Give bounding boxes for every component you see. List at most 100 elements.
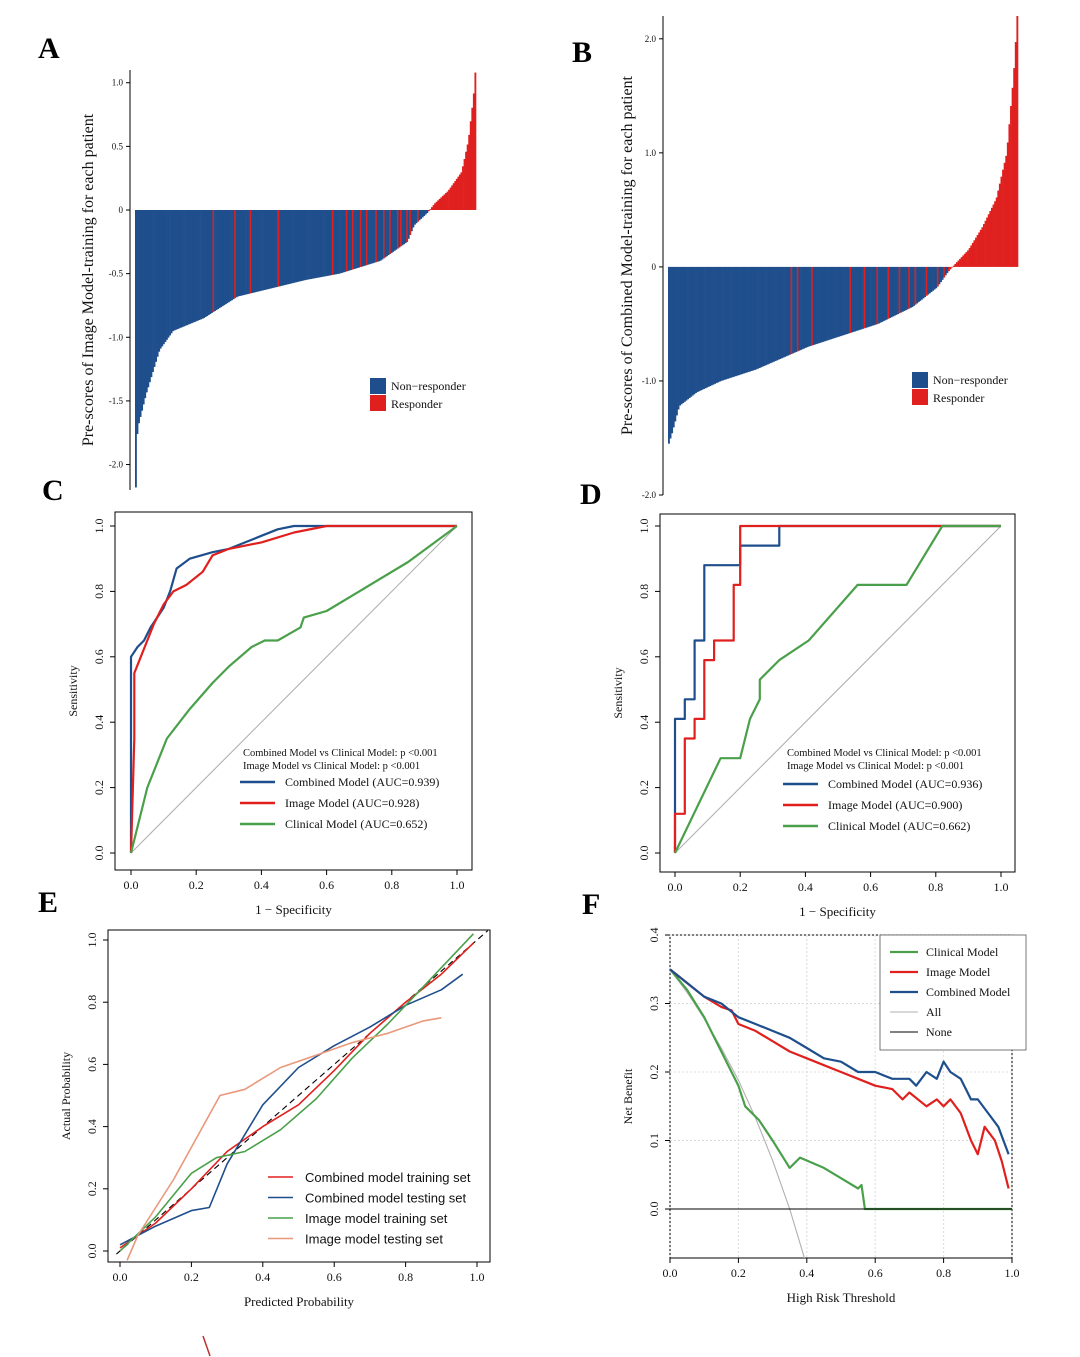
x-tick-label: 0.0 <box>113 1270 128 1284</box>
bar <box>395 210 398 250</box>
bar <box>365 210 368 266</box>
bar <box>229 210 232 302</box>
bar <box>232 210 235 300</box>
bar <box>680 266 683 405</box>
bar <box>898 266 901 314</box>
bar <box>167 210 170 338</box>
bar <box>900 266 903 313</box>
bar <box>774 266 777 362</box>
bar <box>348 210 351 271</box>
bar <box>231 210 233 301</box>
bar <box>715 266 718 384</box>
x-tick-label: 1.0 <box>994 880 1009 894</box>
x-axis-label: Predicted Probability <box>244 1294 355 1309</box>
y-tick-label: 0.4 <box>647 928 661 943</box>
series-line-image-model-auc-0-928 <box>129 524 457 854</box>
bar <box>970 245 973 267</box>
bar <box>725 266 728 380</box>
bar <box>223 210 226 306</box>
bar <box>472 93 475 210</box>
bar <box>355 210 357 269</box>
legend-swatch-nonresponder <box>370 378 386 394</box>
bar <box>866 266 869 328</box>
legend-label: All <box>926 1005 942 1019</box>
bar <box>695 266 697 393</box>
bar <box>990 207 993 267</box>
y-tick-label: 0 <box>119 205 124 215</box>
series-line-combined-model-auc-0-936 <box>673 524 1001 853</box>
bar <box>1011 87 1014 267</box>
bar <box>803 266 806 349</box>
bar <box>753 266 756 370</box>
bar <box>986 217 989 267</box>
bar <box>243 210 246 295</box>
bar <box>965 252 968 267</box>
bar <box>135 210 137 488</box>
series-line-reference-diagonal <box>130 525 458 854</box>
y-tick-label: 1.0 <box>645 148 657 158</box>
legend-label: Non−responder <box>391 379 466 393</box>
bar <box>240 210 243 296</box>
x-tick-label: 0.8 <box>398 1270 413 1284</box>
bar <box>150 210 153 378</box>
y-tick-label: 0.3 <box>647 996 661 1011</box>
bar <box>170 210 173 334</box>
bar <box>885 266 888 320</box>
legend-label: Combined Model (AUC=0.939) <box>285 775 439 789</box>
bar <box>393 210 396 251</box>
bar <box>830 266 833 340</box>
bar <box>779 266 782 359</box>
bar <box>344 210 347 272</box>
bar <box>215 210 218 311</box>
bar <box>757 266 759 369</box>
y-tick-label: 0.8 <box>85 995 99 1010</box>
bar <box>792 266 794 354</box>
bar <box>435 201 438 210</box>
bar <box>164 210 167 342</box>
bar <box>855 266 858 331</box>
bar <box>407 210 410 239</box>
bar <box>679 266 682 406</box>
bar <box>440 197 443 210</box>
bar <box>305 210 308 280</box>
bar <box>383 210 385 259</box>
bar <box>873 266 876 326</box>
legend-label: Responder <box>933 391 984 405</box>
bar <box>828 266 831 340</box>
bar <box>162 210 165 345</box>
bar <box>389 210 392 255</box>
bar <box>474 72 477 210</box>
bar <box>156 210 159 357</box>
bar <box>827 266 829 341</box>
bar <box>720 266 723 381</box>
bar <box>179 210 182 328</box>
bar <box>895 266 898 315</box>
y-tick-label: 0.2 <box>637 780 651 795</box>
bar <box>860 266 863 330</box>
bar <box>738 266 740 376</box>
legend-label: Clinical Model <box>926 945 999 959</box>
series-line-image-model-training-set <box>119 933 474 1252</box>
bar <box>831 266 834 339</box>
bar <box>881 266 884 322</box>
bar <box>909 266 912 308</box>
bar <box>418 210 421 221</box>
bar <box>917 266 920 303</box>
bar <box>978 232 981 267</box>
bar <box>672 266 675 428</box>
bar <box>688 266 691 398</box>
series-line-clinical-model-auc-0-652 <box>129 525 458 854</box>
bar <box>417 210 419 222</box>
bar <box>852 266 855 332</box>
x-axis-label: High Risk Threshold <box>787 1290 896 1305</box>
bar <box>755 266 758 370</box>
bar <box>469 121 472 210</box>
bar <box>200 210 202 320</box>
bar <box>294 210 297 283</box>
x-tick-label: 0.4 <box>255 1270 270 1284</box>
bar <box>358 210 361 268</box>
bar <box>858 266 861 330</box>
annotation: Combined Model vs Clinical Model: p <0.0… <box>243 748 438 759</box>
bar <box>455 178 458 210</box>
legend-swatch-responder <box>912 389 928 405</box>
